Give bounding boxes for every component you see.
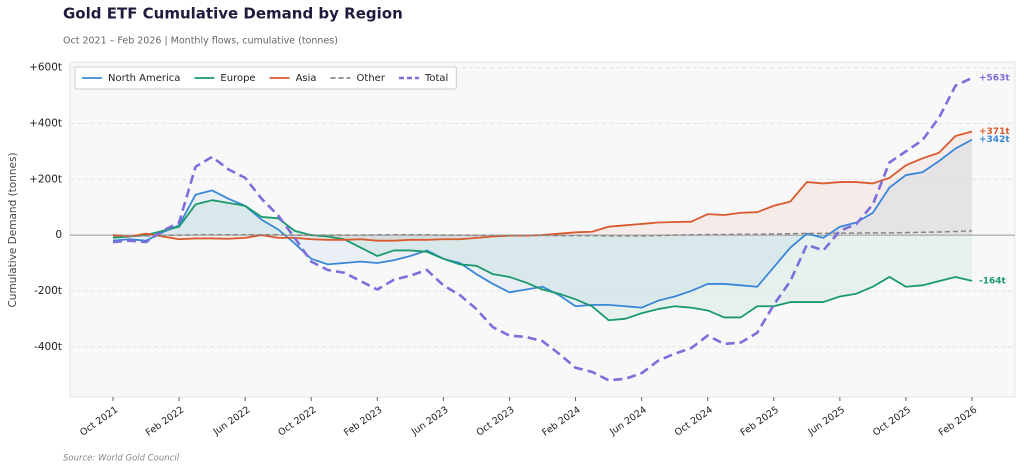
x-tick-label: Feb 2026 bbox=[937, 404, 979, 438]
x-tick-label: Oct 2025 bbox=[871, 404, 913, 438]
x-tick-label: Oct 2022 bbox=[276, 404, 318, 438]
x-tick-label: Feb 2022 bbox=[144, 404, 186, 438]
end-label: +563t bbox=[979, 73, 1010, 83]
area-fill bbox=[113, 200, 972, 321]
end-label: +342t bbox=[979, 135, 1010, 145]
y-tick-label: 0 bbox=[55, 229, 62, 241]
area-fill bbox=[113, 131, 972, 241]
y-tick-label: -200t bbox=[34, 285, 62, 297]
series-line bbox=[112, 230, 973, 238]
end-label: -164t bbox=[979, 276, 1007, 286]
legend-label: North America bbox=[108, 73, 180, 84]
legend: North America Europe Asia Other Total bbox=[74, 66, 457, 90]
x-tick-label: Feb 2025 bbox=[739, 404, 781, 438]
x-tick-label: Jun 2022 bbox=[211, 404, 253, 438]
chart-title: Gold ETF Cumulative Demand by Region bbox=[63, 5, 403, 23]
legend-label: Other bbox=[357, 73, 386, 84]
legend-label: Asia bbox=[296, 73, 317, 84]
legend-label: Total bbox=[424, 73, 448, 84]
x-tick-label: Oct 2023 bbox=[475, 404, 517, 438]
x-tick-label: Jun 2025 bbox=[805, 404, 847, 438]
x-tick-label: Feb 2023 bbox=[342, 404, 384, 438]
legend-box bbox=[74, 66, 457, 90]
y-axis-label: Cumulative Demand (tonnes) bbox=[7, 152, 19, 307]
x-tick-label: Oct 2021 bbox=[78, 404, 120, 438]
x-tick-label: Oct 2024 bbox=[673, 404, 715, 438]
y-tick-label: +200t bbox=[29, 173, 62, 185]
series-line bbox=[112, 130, 973, 242]
x-tick-label: Jun 2024 bbox=[607, 404, 649, 438]
x-tick-label: Jun 2023 bbox=[409, 404, 451, 438]
source-note: Source: World Gold Council bbox=[63, 454, 180, 464]
series-line bbox=[112, 199, 973, 322]
y-tick-label: -400t bbox=[34, 341, 62, 353]
series-line bbox=[112, 138, 973, 309]
series-line bbox=[112, 76, 973, 382]
x-tick-label: Feb 2024 bbox=[540, 404, 582, 438]
y-tick-label: +600t bbox=[29, 62, 62, 74]
area-fill bbox=[113, 139, 972, 308]
y-tick-label: +400t bbox=[29, 117, 62, 129]
chart-subtitle: Oct 2021 – Feb 2026 | Monthly flows, cum… bbox=[63, 36, 338, 47]
end-label: +371t bbox=[979, 127, 1010, 137]
legend-label: Europe bbox=[220, 73, 255, 84]
